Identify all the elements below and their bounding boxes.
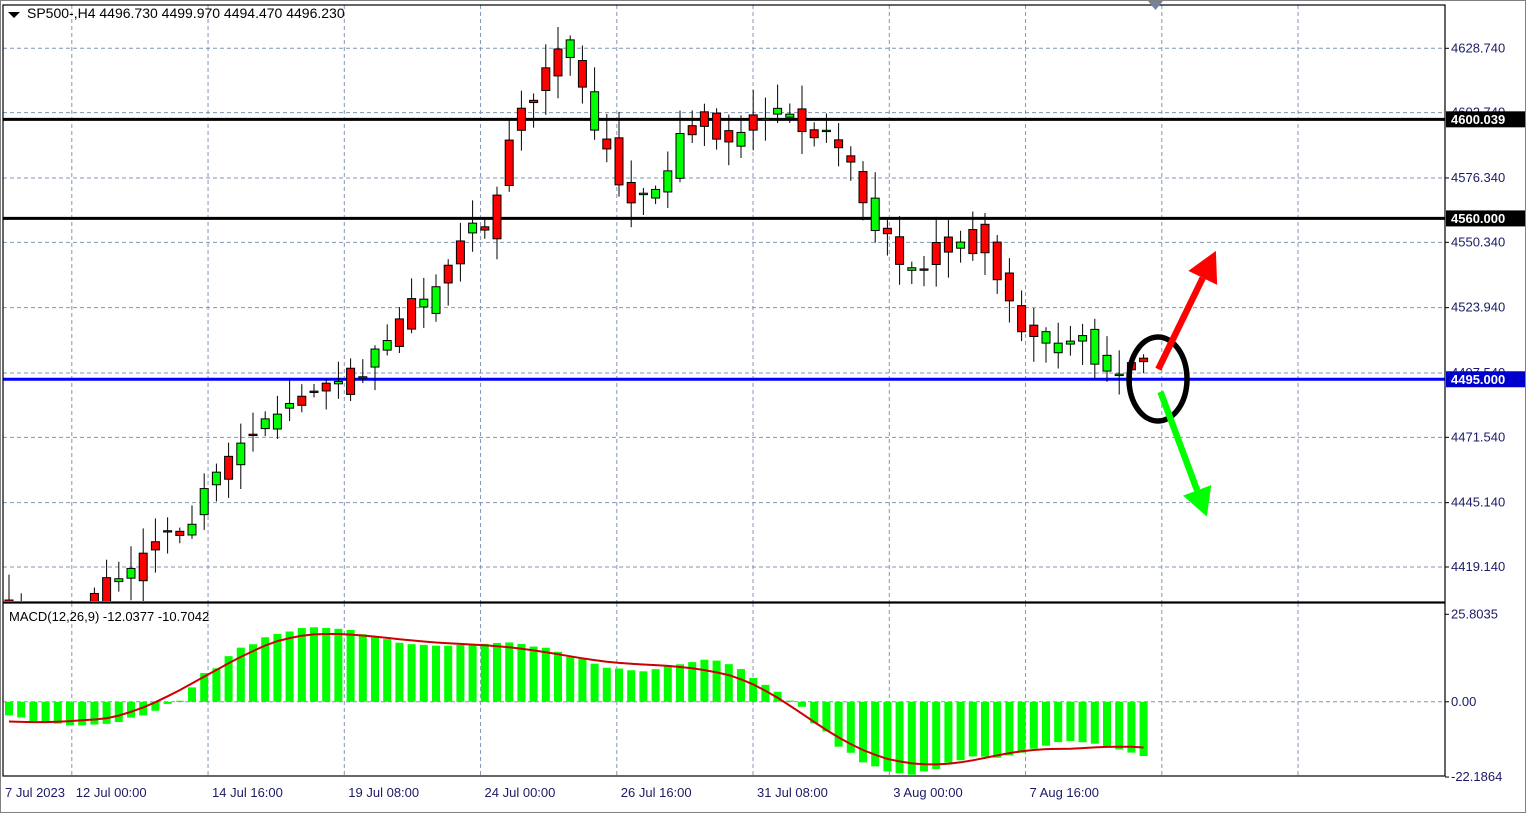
svg-text:31 Jul 08:00: 31 Jul 08:00 [757, 785, 828, 800]
svg-text:7 Jul 2023: 7 Jul 2023 [5, 785, 65, 800]
svg-text:4523.940: 4523.940 [1451, 300, 1505, 315]
svg-text:4576.340: 4576.340 [1451, 170, 1505, 185]
svg-text:25.8035: 25.8035 [1451, 606, 1498, 621]
svg-text:4495.000: 4495.000 [1451, 372, 1505, 387]
svg-text:MACD(12,26,9) -12.0377 -10.704: MACD(12,26,9) -12.0377 -10.7042 [9, 609, 209, 624]
svg-text:7 Aug 16:00: 7 Aug 16:00 [1030, 785, 1099, 800]
svg-text:4550.340: 4550.340 [1451, 234, 1505, 249]
svg-text:-22.1864: -22.1864 [1451, 769, 1502, 784]
svg-text:4600.039: 4600.039 [1451, 112, 1505, 127]
svg-text:14 Jul 16:00: 14 Jul 16:00 [212, 785, 283, 800]
svg-text:24 Jul 00:00: 24 Jul 00:00 [485, 785, 556, 800]
svg-text:4419.140: 4419.140 [1451, 559, 1505, 574]
svg-text:SP500-,H4 4496.730 4499.970: SP500-,H4 4496.730 4499.970 4494.470 449… [27, 5, 345, 21]
svg-text:4471.540: 4471.540 [1451, 429, 1505, 444]
svg-text:4560.000: 4560.000 [1451, 211, 1505, 226]
svg-text:19 Jul 08:00: 19 Jul 08:00 [348, 785, 419, 800]
svg-text:12 Jul 00:00: 12 Jul 00:00 [76, 785, 147, 800]
svg-text:4628.740: 4628.740 [1451, 40, 1505, 55]
svg-text:0.00: 0.00 [1451, 694, 1476, 709]
svg-text:4445.140: 4445.140 [1451, 495, 1505, 510]
svg-text:3 Aug 00:00: 3 Aug 00:00 [893, 785, 962, 800]
svg-text:26 Jul 16:00: 26 Jul 16:00 [621, 785, 692, 800]
